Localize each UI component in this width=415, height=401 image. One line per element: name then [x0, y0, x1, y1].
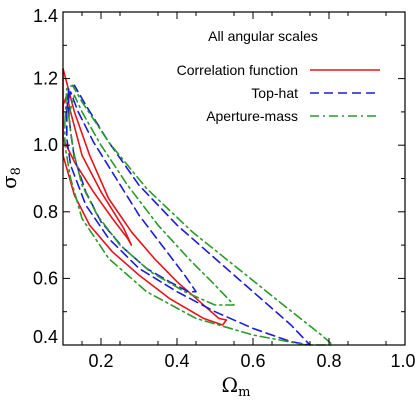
contour-top-hat-1 — [67, 91, 197, 293]
annotation-text: All angular scales — [208, 28, 318, 44]
legend: Correlation function Top-hat Aperture-mass — [177, 62, 380, 124]
y-tick-label: 0.4 — [33, 327, 58, 347]
legend-label: Correlation function — [177, 62, 298, 78]
y-axis-label: σ8 — [0, 167, 24, 189]
y-tick-label: 0.6 — [33, 268, 58, 288]
y-tick-label: 1.0 — [33, 135, 58, 155]
contour-top-hat-2 — [66, 84, 311, 346]
y-tick-label: 0.8 — [33, 202, 58, 222]
y-tick-label: 1.4 — [33, 6, 58, 26]
y-tick-label: 1.2 — [33, 69, 58, 89]
contour-aperture-mass-1 — [67, 94, 235, 306]
y-ticks: 0.4 0.6 0.8 1.0 1.2 1.4 — [33, 6, 405, 347]
x-axis-label: Ωm — [222, 373, 251, 400]
x-tick-label: 0.2 — [88, 351, 113, 371]
contour-correlation-function-2 — [62, 67, 228, 326]
contour-aperture-mass-2 — [64, 84, 334, 346]
legend-label: Top-hat — [251, 85, 298, 101]
x-tick-label: 0.8 — [316, 351, 341, 371]
x-tick-label: 1.0 — [390, 351, 415, 371]
x-tick-label: 0.4 — [164, 351, 189, 371]
legend-label: Aperture-mass — [206, 108, 298, 124]
x-ticks: 0.2 0.4 0.6 0.8 1.0 — [81, 12, 415, 371]
x-tick-label: 0.6 — [240, 351, 265, 371]
